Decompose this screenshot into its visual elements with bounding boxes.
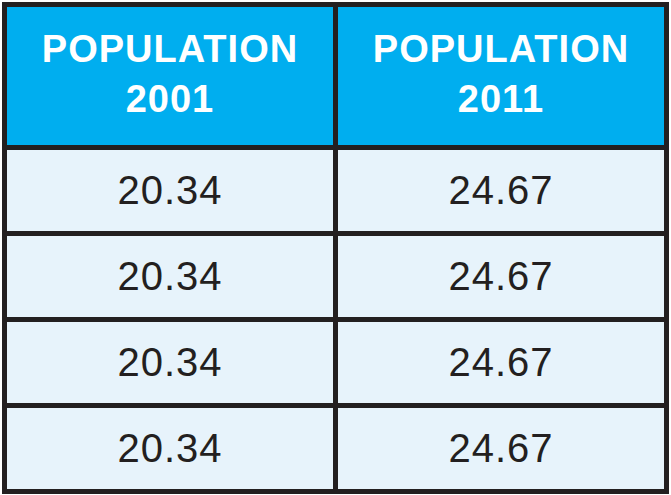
table-cell: 20.34 xyxy=(7,150,333,231)
table-cell: 20.34 xyxy=(7,236,333,317)
table-cell: 20.34 xyxy=(7,408,333,489)
column-header-year: 2001 xyxy=(126,80,215,118)
table-cell: 20.34 xyxy=(7,322,333,403)
table-cell: 24.67 xyxy=(338,408,664,489)
population-table: POPULATION 2001 POPULATION 2011 20.34 24… xyxy=(2,2,669,494)
column-header-population-2001: POPULATION 2001 xyxy=(7,7,333,145)
column-header-population-2011: POPULATION 2011 xyxy=(338,7,664,145)
column-header-title: POPULATION xyxy=(373,30,629,68)
table-cell: 24.67 xyxy=(338,150,664,231)
column-header-year: 2011 xyxy=(458,80,544,118)
table-cell: 24.67 xyxy=(338,236,664,317)
column-header-title: POPULATION xyxy=(42,30,298,68)
table-cell: 24.67 xyxy=(338,322,664,403)
page: POPULATION 2001 POPULATION 2011 20.34 24… xyxy=(0,0,671,495)
